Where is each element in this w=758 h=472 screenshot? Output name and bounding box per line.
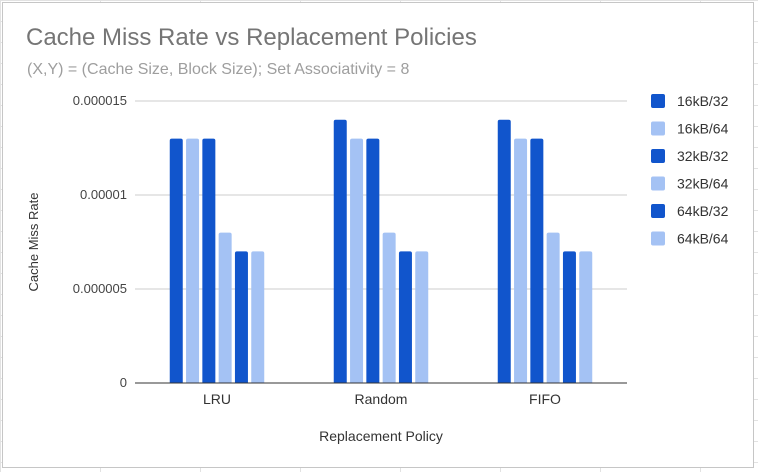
- x-tick-label: LRU: [203, 391, 231, 407]
- bar[interactable]: [366, 138, 380, 383]
- bar[interactable]: [546, 232, 560, 383]
- legend-swatch: [651, 176, 665, 191]
- y-tick-labels: 0 0.000005 0.00001 0.000015: [73, 93, 127, 390]
- bar[interactable]: [234, 251, 248, 383]
- legend-swatch: [651, 149, 665, 163]
- bar[interactable]: [333, 119, 347, 384]
- bar[interactable]: [169, 138, 183, 383]
- bar[interactable]: [202, 138, 216, 383]
- legend-label: 32kB/32: [677, 148, 729, 164]
- bar[interactable]: [186, 138, 200, 383]
- y-gridlines: [135, 100, 627, 290]
- y-tick-label: 0.000005: [73, 281, 127, 296]
- legend-label: 16kB/32: [677, 93, 729, 109]
- y-tick-label: 0: [120, 375, 127, 390]
- legend-swatch: [651, 204, 665, 218]
- y-axis-label: Cache Miss Rate: [26, 193, 41, 292]
- x-tick-label: FIFO: [529, 391, 561, 407]
- bar[interactable]: [415, 251, 429, 383]
- legend-label: 64kB/32: [677, 203, 729, 219]
- bar[interactable]: [350, 138, 364, 383]
- chart-subtitle: (X,Y) = (Cache Size, Block Size); Set As…: [27, 61, 410, 78]
- bar[interactable]: [382, 232, 396, 383]
- bar[interactable]: [514, 138, 528, 383]
- y-tick-label: 0.000015: [73, 93, 127, 108]
- bar[interactable]: [497, 119, 511, 384]
- bar[interactable]: [398, 251, 412, 383]
- bar[interactable]: [251, 251, 265, 383]
- y-tick-label: 0.00001: [80, 187, 127, 202]
- bar[interactable]: [562, 251, 576, 383]
- chart-title: Cache Miss Rate vs Replacement Policies: [26, 24, 477, 51]
- bar[interactable]: [218, 232, 232, 383]
- legend-swatch: [651, 231, 665, 246]
- x-axis-label: Replacement Policy: [319, 428, 443, 444]
- x-tick-labels: LRU Random FIFO: [203, 391, 561, 407]
- bar[interactable]: [579, 251, 593, 383]
- legend-label: 16kB/64: [677, 121, 729, 137]
- legend-swatch: [651, 94, 665, 108]
- legend: 16kB/32 16kB/64 32kB/32 32kB/64 64kB/32 64kB/…: [651, 93, 729, 247]
- legend-swatch: [651, 121, 665, 136]
- legend-label: 64kB/64: [677, 231, 729, 247]
- legend-label: 32kB/64: [677, 176, 729, 192]
- bar-series: [169, 119, 593, 384]
- x-tick-label: Random: [355, 391, 408, 407]
- bar[interactable]: [530, 138, 544, 383]
